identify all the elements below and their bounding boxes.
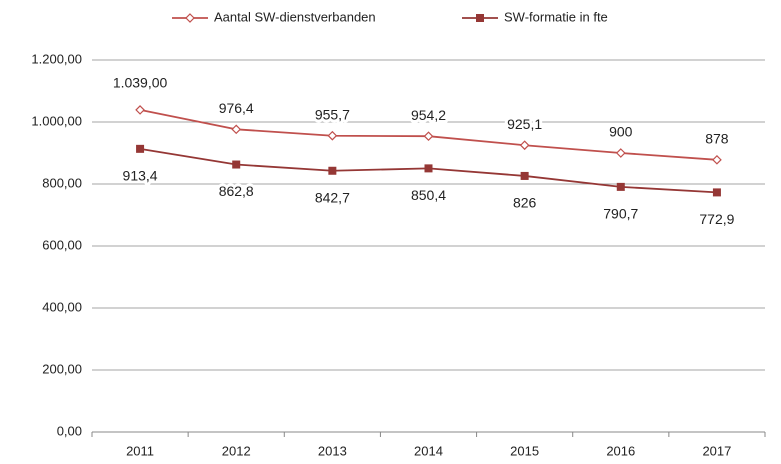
x-tick-label: 2012: [222, 443, 251, 458]
x-tick-label: 2017: [702, 443, 731, 458]
data-label: 954,2: [411, 107, 446, 123]
data-label: 1.039,00: [113, 75, 168, 91]
x-tick-label: 2011: [126, 443, 154, 458]
point: [616, 182, 625, 191]
x-tick-label: 2016: [606, 443, 635, 458]
point: [712, 154, 722, 165]
point: [136, 144, 145, 153]
point: [520, 171, 529, 180]
x-tick-label: 2015: [510, 443, 539, 458]
data-label: 976,4: [219, 100, 254, 116]
data-label: 925,1: [507, 116, 542, 132]
y-tick-label: 400,00: [42, 299, 82, 314]
data-label: 850,4: [411, 187, 446, 203]
y-tick-label: 800,00: [42, 175, 82, 190]
y-tick-label: 1.000,00: [31, 113, 82, 128]
data-label: 862,8: [219, 183, 254, 199]
data-label: 900: [609, 124, 633, 140]
point: [712, 188, 721, 197]
x-tick-label: 2014: [414, 443, 443, 458]
data-label: 842,7: [315, 189, 350, 205]
point: [327, 130, 338, 141]
point: [135, 105, 145, 115]
y-tick-label: 0,00: [57, 423, 82, 438]
legend-label: SW-formatie in fte: [504, 9, 608, 24]
y-tick-label: 200,00: [42, 361, 82, 376]
point: [232, 160, 241, 169]
data-label: 772,9: [699, 211, 734, 227]
point: [231, 124, 242, 135]
data-label: 878: [705, 131, 729, 147]
point: [615, 148, 626, 158]
data-label: 955,7: [315, 106, 350, 122]
point: [328, 166, 337, 175]
data-label: 826: [513, 195, 537, 211]
y-tick-label: 600,00: [42, 237, 82, 252]
data-label: 913,4: [123, 168, 158, 184]
y-tick-label: 1.200,00: [31, 51, 82, 66]
legend-marker: [185, 13, 195, 23]
legend-label: Aantal SW-dienstverbanden: [214, 9, 376, 24]
legend-marker: [476, 14, 484, 22]
point: [519, 140, 530, 151]
point: [424, 164, 433, 173]
data-label: 790,7: [603, 206, 638, 222]
point: [423, 131, 434, 142]
x-tick-label: 2013: [318, 443, 347, 458]
